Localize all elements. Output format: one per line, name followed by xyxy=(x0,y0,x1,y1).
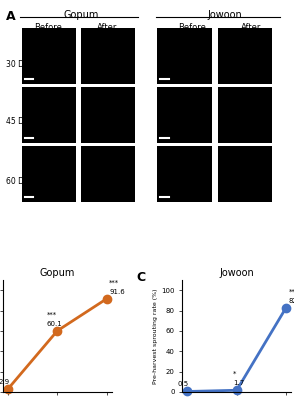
Text: After: After xyxy=(96,22,117,32)
Bar xyxy=(81,87,136,143)
Bar xyxy=(157,146,212,202)
Text: 0.5: 0.5 xyxy=(177,382,188,388)
Bar xyxy=(22,28,76,84)
Text: 1.7: 1.7 xyxy=(233,380,244,386)
Bar xyxy=(218,28,272,84)
Y-axis label: Pre-harvest sprouting rate (%): Pre-harvest sprouting rate (%) xyxy=(153,288,158,384)
Bar xyxy=(218,146,272,202)
Bar xyxy=(218,87,272,143)
Title: Gopum: Gopum xyxy=(40,268,75,278)
Text: 60 DAH: 60 DAH xyxy=(6,177,35,186)
Text: Jowoon: Jowoon xyxy=(208,10,242,20)
Text: ***: *** xyxy=(46,312,56,318)
Title: Jowoon: Jowoon xyxy=(219,268,254,278)
Text: 2.9: 2.9 xyxy=(0,379,10,385)
Text: 30 DAH: 30 DAH xyxy=(6,60,35,69)
Bar xyxy=(81,28,136,84)
Text: 91.6: 91.6 xyxy=(109,289,125,295)
Text: Gopum: Gopum xyxy=(63,10,98,20)
Text: Before: Before xyxy=(34,22,61,32)
Text: Before: Before xyxy=(178,22,206,32)
Text: ***: *** xyxy=(109,280,119,286)
Text: After: After xyxy=(240,22,261,32)
Bar xyxy=(157,28,212,84)
Text: 82.9: 82.9 xyxy=(289,298,294,304)
Text: 45 DAH: 45 DAH xyxy=(6,117,35,126)
Text: A: A xyxy=(6,10,16,23)
Bar xyxy=(81,146,136,202)
Text: 60.1: 60.1 xyxy=(46,321,62,327)
Text: *: * xyxy=(233,371,236,377)
Text: C: C xyxy=(137,271,146,284)
Bar xyxy=(157,87,212,143)
Bar xyxy=(22,146,76,202)
Text: ***: *** xyxy=(289,288,294,294)
Bar xyxy=(22,87,76,143)
